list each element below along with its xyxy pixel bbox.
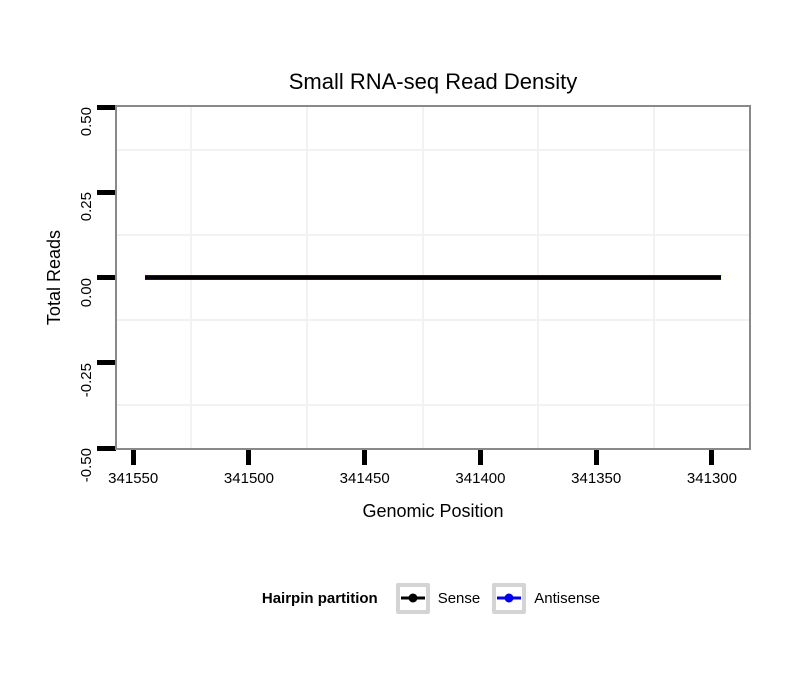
x-axis-tick-label: 341400	[455, 470, 506, 487]
y-axis-tick	[97, 445, 116, 451]
legend-label-sense: Sense	[437, 589, 481, 607]
series-line-sense	[144, 276, 722, 279]
legend: Hairpin partition Sense Antisense	[26, 580, 810, 616]
sense-point-icon	[408, 593, 418, 603]
y-axis-tick-label: 0.25	[78, 192, 95, 222]
y-axis-tick	[97, 104, 116, 110]
x-axis-tick-label: 341350	[571, 470, 622, 487]
x-axis-tick	[362, 450, 368, 465]
y-axis-title: Total Reads	[43, 229, 64, 326]
x-axis-tick	[477, 450, 483, 465]
minor-gridline-horizontal	[117, 148, 749, 151]
legend-key-antisense	[492, 582, 527, 614]
legend-title: Hairpin partition	[261, 589, 378, 607]
y-axis-tick-label: 0.00	[78, 277, 95, 307]
legend-key-sense	[395, 582, 430, 614]
x-axis-tick	[593, 450, 599, 465]
x-axis-tick-label: 341500	[223, 470, 274, 487]
x-axis-title: Genomic Position	[362, 501, 504, 521]
x-axis-tick	[246, 450, 252, 465]
antisense-point-icon	[504, 593, 514, 603]
minor-gridline-horizontal	[117, 319, 749, 322]
y-axis-title-wrap: Total Reads	[40, 107, 68, 448]
y-axis-tick	[97, 189, 116, 195]
x-axis-tick-label: 341300	[686, 470, 737, 487]
y-axis-tick-label: -0.50	[78, 448, 95, 483]
x-axis-tick	[130, 450, 136, 465]
x-axis-tick	[709, 450, 715, 465]
y-axis-tick-label: -0.25	[78, 362, 95, 397]
legend-label-antisense: Antisense	[534, 589, 601, 607]
x-axis-tick-label: 341550	[108, 470, 159, 487]
y-axis-tick	[97, 275, 116, 280]
y-axis-tick	[97, 360, 116, 366]
legend-entry-sense: Sense	[395, 582, 481, 614]
y-axis-tick-label: 0.50	[78, 107, 95, 137]
minor-gridline-horizontal	[117, 404, 749, 407]
x-axis-tick-label: 341450	[339, 470, 390, 487]
minor-gridline-horizontal	[117, 233, 749, 236]
legend-entry-antisense: Antisense	[492, 582, 601, 614]
chart-title: Small RNA-seq Read Density	[288, 69, 578, 94]
